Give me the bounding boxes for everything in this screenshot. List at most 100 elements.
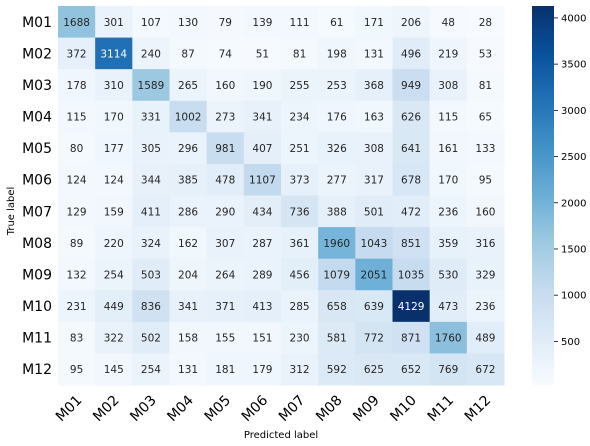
heatmap-cell bbox=[132, 132, 170, 165]
cell-value-label: 316 bbox=[475, 238, 495, 250]
y-tick-label: M01 bbox=[22, 15, 52, 31]
heatmap-cell bbox=[58, 69, 96, 102]
x-tick-label: M04 bbox=[164, 392, 197, 425]
heatmap-cell bbox=[281, 353, 319, 386]
cell-value-label: 496 bbox=[401, 48, 421, 60]
colorbar-ticks: 500 1000 1500 2000 2500 3000 3500 4000 bbox=[554, 13, 586, 348]
heatmap-cell bbox=[392, 37, 431, 70]
cell-value-label: 190 bbox=[252, 80, 272, 92]
cell-value-label: 253 bbox=[327, 80, 347, 92]
heatmap-cell bbox=[318, 37, 356, 70]
cell-value-label: 220 bbox=[104, 238, 124, 250]
heatmap-cell bbox=[392, 132, 431, 165]
x-tick-label: M08 bbox=[313, 393, 345, 425]
heatmap-cell bbox=[58, 195, 96, 228]
y-axis-label: True label bbox=[6, 187, 17, 237]
heatmap-cell bbox=[392, 290, 431, 323]
heatmap-cell bbox=[318, 100, 356, 133]
cell-value-label: 28 bbox=[479, 17, 492, 29]
cell-value-label: 161 bbox=[438, 143, 458, 155]
cell-value-label: 385 bbox=[178, 175, 198, 187]
cell-value-label: 331 bbox=[141, 112, 161, 124]
cell-value-label: 361 bbox=[290, 238, 310, 250]
cell-value-label: 234 bbox=[290, 112, 310, 124]
cell-value-label: 129 bbox=[67, 206, 87, 218]
heatmap-cell bbox=[392, 353, 431, 386]
cell-value-label: 107 bbox=[141, 17, 161, 29]
cell-value-label: 1107 bbox=[249, 175, 276, 187]
heatmap-cell bbox=[58, 132, 96, 165]
cell-value-label: 48 bbox=[442, 17, 455, 29]
heatmap-cell bbox=[95, 321, 133, 354]
heatmap-cell bbox=[281, 132, 319, 165]
cell-value-label: 639 bbox=[364, 301, 384, 313]
cell-value-label: 230 bbox=[290, 333, 310, 345]
heatmap-cell bbox=[132, 258, 170, 291]
cell-value-label: 115 bbox=[67, 112, 87, 124]
heatmap-cell bbox=[429, 37, 468, 70]
cell-value-label: 130 bbox=[178, 17, 198, 29]
cell-value-label: 772 bbox=[364, 333, 384, 345]
cell-value-label: 160 bbox=[475, 206, 495, 218]
colorbar-tick-label: 1500 bbox=[561, 244, 586, 255]
cell-value-label: 502 bbox=[141, 333, 161, 345]
x-tick-label: M01 bbox=[53, 393, 85, 425]
cell-value-label: 449 bbox=[104, 301, 124, 313]
heatmap-cell bbox=[243, 6, 282, 39]
cell-value-label: 317 bbox=[364, 175, 384, 187]
x-axis-label: Predicted label bbox=[244, 430, 318, 441]
heatmap-cell bbox=[206, 37, 245, 70]
cell-value-label: 413 bbox=[252, 301, 272, 313]
heatmap-cell bbox=[392, 100, 431, 133]
cell-value-label: 372 bbox=[67, 48, 87, 60]
cell-value-label: 236 bbox=[438, 206, 458, 218]
x-tick-label: M03 bbox=[127, 393, 159, 425]
heatmap-cell bbox=[318, 321, 356, 354]
heatmap-cell bbox=[281, 227, 319, 260]
heatmap-cell bbox=[281, 100, 319, 133]
heatmap-cell bbox=[169, 353, 208, 386]
heatmap-cell bbox=[355, 132, 393, 165]
cell-value-label: 89 bbox=[70, 238, 83, 250]
cell-value-label: 115 bbox=[438, 112, 458, 124]
colorbar-tick-label: 500 bbox=[561, 337, 580, 348]
heatmap-cell bbox=[318, 353, 356, 386]
heatmap-cell bbox=[169, 163, 208, 196]
cell-value-label: 251 bbox=[290, 143, 310, 155]
heatmap-cell bbox=[466, 132, 505, 165]
cell-value-label: 170 bbox=[438, 175, 458, 187]
cell-value-label: 160 bbox=[215, 80, 235, 92]
cell-value-label: 204 bbox=[178, 269, 198, 281]
heatmap-cell bbox=[429, 132, 468, 165]
cell-value-label: 83 bbox=[70, 333, 83, 345]
cell-value-label: 264 bbox=[215, 269, 235, 281]
heatmap-cell bbox=[318, 6, 356, 39]
heatmap-cell bbox=[58, 353, 96, 386]
heatmap-cell bbox=[318, 69, 356, 102]
cell-value-label: 287 bbox=[252, 238, 272, 250]
cell-value-label: 296 bbox=[178, 143, 198, 155]
heatmap-cells: 1688 301 107 130 79 139 111 61 171 206 48 28 372 3114… bbox=[58, 6, 505, 386]
heatmap-cell bbox=[95, 69, 133, 102]
y-tick-label: M07 bbox=[22, 204, 52, 220]
cell-value-label: 163 bbox=[364, 112, 384, 124]
cell-value-label: 503 bbox=[141, 269, 161, 281]
heatmap-cell bbox=[466, 321, 505, 354]
cell-value-label: 74 bbox=[219, 48, 233, 60]
cell-value-label: 530 bbox=[438, 269, 458, 281]
heatmap-cell bbox=[281, 258, 319, 291]
y-tick-label: M10 bbox=[22, 299, 52, 315]
heatmap-cell bbox=[95, 100, 133, 133]
heatmap-cell bbox=[429, 353, 468, 386]
y-tick-label: M12 bbox=[22, 362, 52, 378]
cell-value-label: 285 bbox=[290, 301, 310, 313]
cell-value-label: 254 bbox=[141, 364, 161, 376]
cell-value-label: 198 bbox=[327, 48, 347, 60]
cell-value-label: 65 bbox=[479, 112, 492, 124]
cell-value-label: 368 bbox=[364, 80, 384, 92]
cell-value-label: 310 bbox=[104, 80, 124, 92]
heatmap-cell bbox=[169, 195, 208, 228]
heatmap-cell bbox=[243, 227, 282, 260]
heatmap-cell bbox=[132, 100, 170, 133]
heatmap-cell bbox=[243, 100, 282, 133]
